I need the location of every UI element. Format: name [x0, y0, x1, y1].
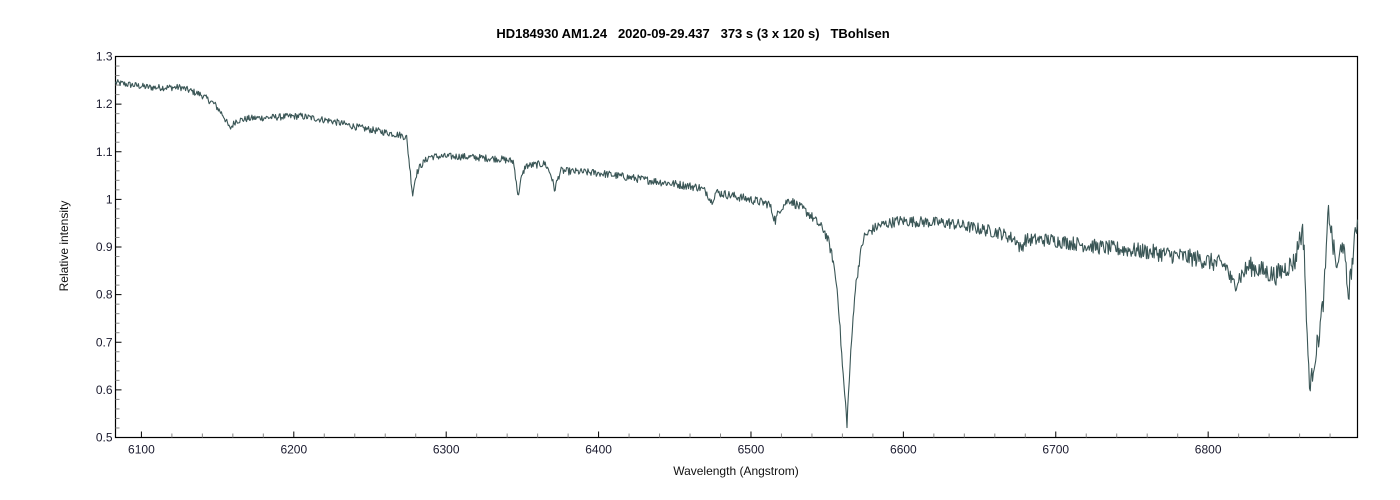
- y-axis-label: Relative intensity: [57, 201, 71, 292]
- y-tick-label: 0.5: [96, 431, 113, 445]
- y-tick-label: 1.1: [96, 145, 113, 159]
- x-tick-label: 6700: [1042, 443, 1069, 457]
- y-tick-label: 0.6: [96, 383, 113, 397]
- x-tick-label: 6400: [585, 443, 612, 457]
- x-tick-label: 6100: [128, 443, 155, 457]
- chart-title: HD184930 AM1.24 2020-09-29.437 373 s (3 …: [496, 26, 889, 41]
- axis-ticks: [115, 56, 1331, 438]
- spectrum-line: [114, 79, 1359, 429]
- y-tick-label: 0.9: [96, 240, 113, 254]
- y-tick-label: 1.2: [96, 97, 113, 111]
- x-tick-label: 6600: [890, 443, 917, 457]
- y-tick-label: 1: [106, 192, 113, 206]
- x-tick-label: 6200: [280, 443, 307, 457]
- x-tick-label: 6800: [1195, 443, 1222, 457]
- x-tick-label: 6300: [433, 443, 460, 457]
- x-tick-labels: 6100 6200 6300 6400 6500 6600 6700 6800: [128, 443, 1222, 457]
- y-tick-label: 0.7: [96, 335, 113, 349]
- y-tick-label: 0.8: [96, 288, 113, 302]
- y-tick-label: 1.3: [96, 50, 113, 64]
- x-tick-label: 6500: [738, 443, 765, 457]
- x-axis-label: Wavelength (Angstrom): [673, 464, 799, 478]
- y-tick-labels: 0.5 0.6 0.7 0.8 0.9 1 1.1 1.2 1.3: [96, 50, 113, 445]
